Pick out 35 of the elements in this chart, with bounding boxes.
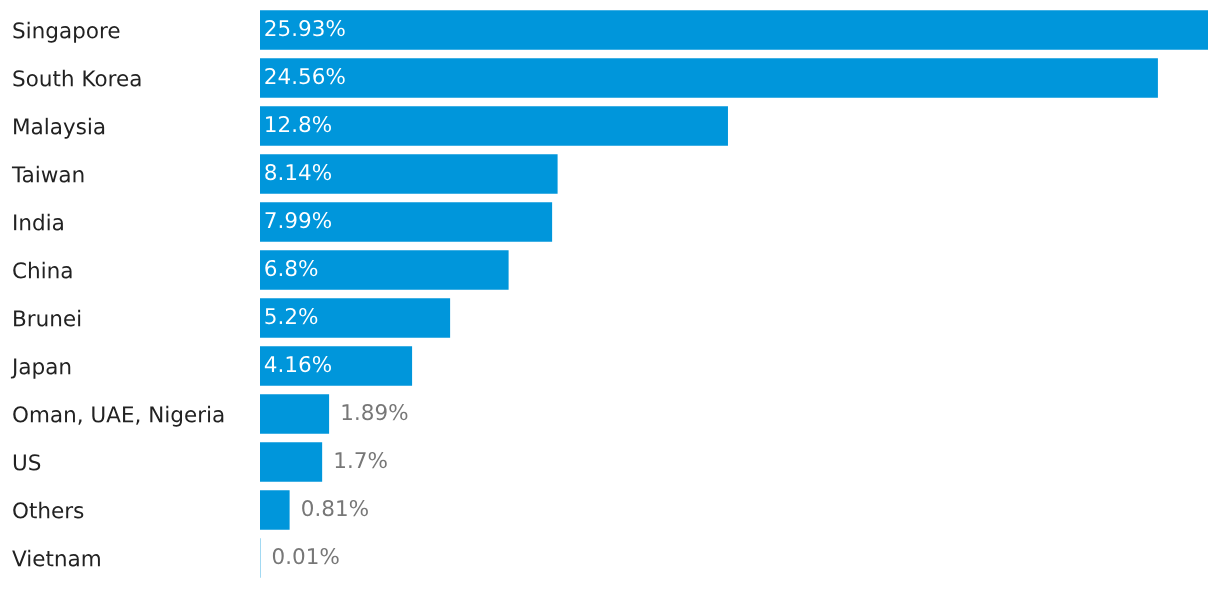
bar <box>260 58 1158 98</box>
bar <box>260 154 558 194</box>
y-tick-label: Taiwan <box>11 165 84 183</box>
y-tick-label: Oman, UAE, Nigeria <box>13 405 224 427</box>
bar <box>260 298 451 338</box>
y-tick-label: Singapore <box>13 21 120 43</box>
bar <box>260 106 728 146</box>
bar <box>260 250 509 290</box>
bar <box>260 10 1208 50</box>
data-label: 1.89% <box>342 403 408 421</box>
y-tick-label: South Korea <box>13 69 141 87</box>
y-tick-label: China <box>13 261 72 279</box>
y-tick-label: US <box>13 454 41 471</box>
bar <box>260 490 290 530</box>
y-tick-label: India <box>14 213 63 231</box>
data-label: 24.56% <box>265 67 345 85</box>
bar <box>260 346 413 386</box>
y-tick-label: Vietnam <box>12 549 100 567</box>
data-label: 12.8% <box>266 115 331 133</box>
bar <box>260 442 323 482</box>
y-tick-label: Malaysia <box>14 117 105 139</box>
data-label: 4.16% <box>264 355 331 373</box>
data-label: 6.8% <box>265 259 318 277</box>
data-label: 1.7% <box>335 451 387 469</box>
data-label: 7.99% <box>265 211 331 229</box>
y-tick-label: Japan <box>10 358 71 379</box>
bar <box>260 394 330 434</box>
data-label: 8.14% <box>265 163 331 181</box>
data-label: 0.01% <box>272 547 339 565</box>
data-label: 0.81% <box>302 499 368 517</box>
data-label: 5.2% <box>265 307 318 325</box>
y-tick-label: Brunei <box>14 309 81 327</box>
data-label: 25.93% <box>265 19 345 37</box>
bar <box>260 202 553 242</box>
y-tick-label: Others <box>13 501 84 519</box>
